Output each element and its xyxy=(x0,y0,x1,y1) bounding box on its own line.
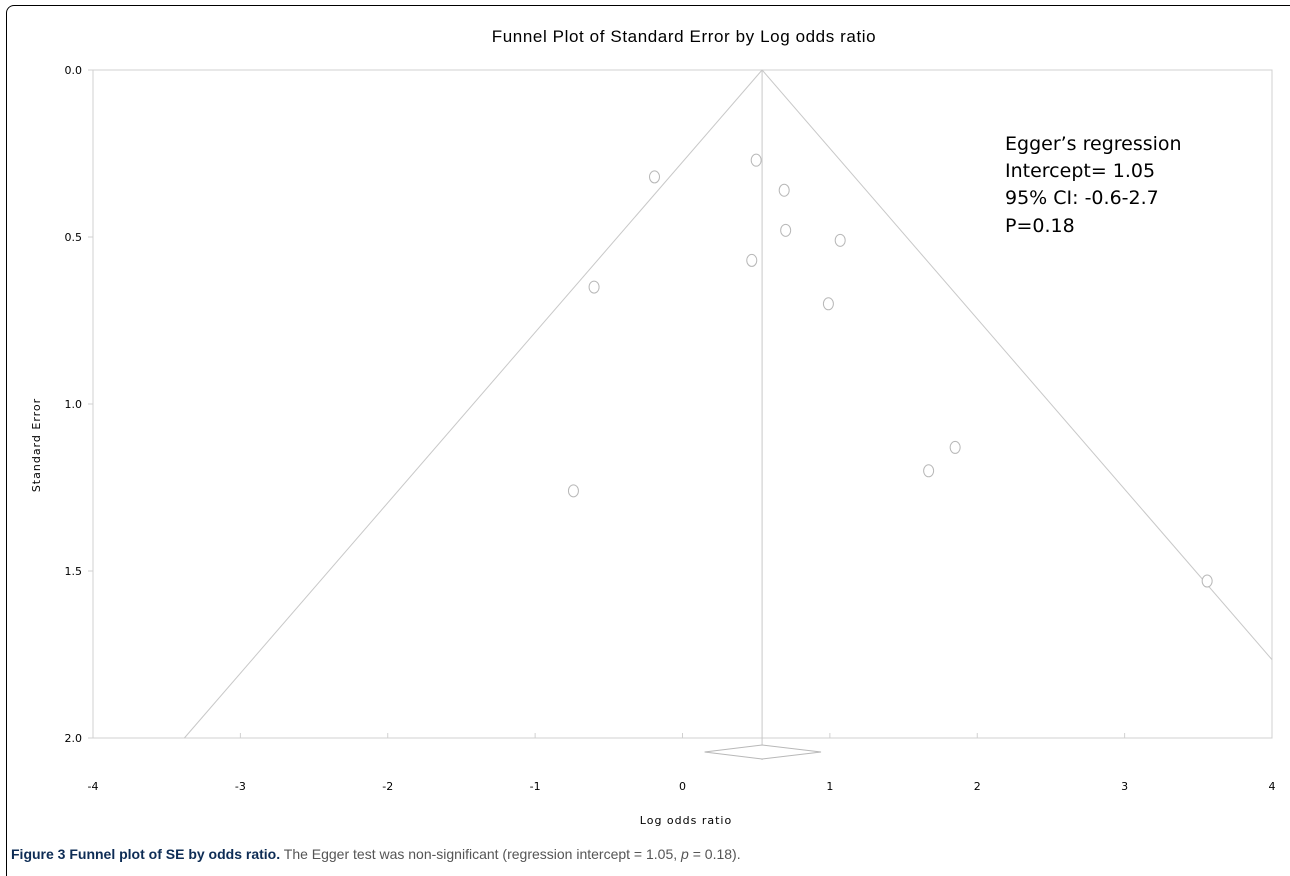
caption-text-1: The Egger test was non-significant (regr… xyxy=(280,846,682,862)
y-tick-label: 1.5 xyxy=(65,565,83,578)
funnel-left-line xyxy=(183,69,763,739)
study-point xyxy=(567,484,579,498)
study-point xyxy=(834,233,846,247)
figure-frame xyxy=(6,5,1290,876)
x-tick-label: 1 xyxy=(826,780,833,793)
study-point xyxy=(778,183,790,197)
y-tick-label: 1.0 xyxy=(65,398,83,411)
y-tick-label: 2.0 xyxy=(65,732,83,745)
study-point xyxy=(750,153,762,167)
study-point xyxy=(923,464,935,478)
funnel-plot: Funnel Plot of Standard Error by Log odd… xyxy=(30,27,1276,827)
y-tick-label: 0.5 xyxy=(65,231,83,244)
funnel xyxy=(183,69,1273,760)
funnel-right-line xyxy=(761,69,1273,660)
caption-text-2: = 0.18). xyxy=(688,846,741,862)
egger-annotation: Egger’s regression Intercept= 1.05 95% C… xyxy=(1005,133,1182,237)
study-point xyxy=(588,280,600,294)
annotation-line-2: Intercept= 1.05 xyxy=(1005,160,1155,182)
study-point xyxy=(746,253,758,267)
x-tick-label: 3 xyxy=(1121,780,1128,793)
study-point xyxy=(822,297,834,311)
study-point xyxy=(949,440,961,454)
annotation-line-1: Egger’s regression xyxy=(1005,133,1182,155)
y-tick-label: 0.0 xyxy=(65,64,83,77)
x-tick-label: 0 xyxy=(679,780,686,793)
study-point xyxy=(648,170,660,184)
study-point xyxy=(1201,574,1213,588)
annotation-line-3: 95% CI: -0.6-2.7 xyxy=(1005,187,1159,209)
figure-caption: Figure 3 Funnel plot of SE by odds ratio… xyxy=(11,846,741,862)
caption-title: Figure 3 Funnel plot of SE by odds ratio… xyxy=(11,846,281,862)
x-tick-label: -3 xyxy=(235,780,246,793)
x-tick-label: 4 xyxy=(1269,780,1276,793)
study-points xyxy=(567,153,1213,588)
axes: 0.0 0.5 1.0 1.5 2.0 -4 -3 -2 -1 0 1 2 3 4 xyxy=(65,64,1276,793)
chart-title: Funnel Plot of Standard Error by Log odd… xyxy=(492,27,876,46)
x-tick-label: -2 xyxy=(382,780,393,793)
x-axis-title: Log odds ratio xyxy=(640,814,732,827)
x-tick-label: -4 xyxy=(88,780,99,793)
annotation-line-4: P=0.18 xyxy=(1005,215,1075,237)
x-tick-label: -1 xyxy=(530,780,541,793)
pooled-estimate-diamond xyxy=(704,744,822,760)
x-tick-label: 2 xyxy=(974,780,981,793)
y-axis-title: Standard Error xyxy=(30,398,43,492)
study-point xyxy=(780,223,792,237)
caption-p-symbol: p xyxy=(681,846,689,862)
